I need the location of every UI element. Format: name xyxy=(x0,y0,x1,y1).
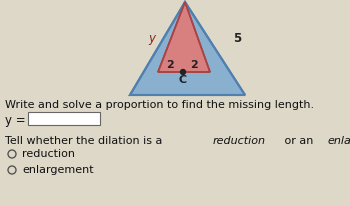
Text: y =: y = xyxy=(5,114,26,127)
FancyBboxPatch shape xyxy=(28,112,100,125)
Text: reduction: reduction xyxy=(22,149,75,159)
Text: Write and solve a proportion to find the missing length.: Write and solve a proportion to find the… xyxy=(5,100,314,110)
Text: or an: or an xyxy=(281,136,317,146)
Text: y: y xyxy=(148,32,155,44)
Text: reduction: reduction xyxy=(212,136,266,146)
Polygon shape xyxy=(130,2,245,95)
Text: C: C xyxy=(179,75,187,85)
Text: enlargement: enlargement xyxy=(22,165,94,175)
Polygon shape xyxy=(158,2,210,72)
Text: 5: 5 xyxy=(233,32,241,44)
Text: 2: 2 xyxy=(166,60,174,70)
Text: enlargement: enlargement xyxy=(327,136,350,146)
Text: Tell whether the dilation is a: Tell whether the dilation is a xyxy=(5,136,166,146)
Circle shape xyxy=(181,69,186,75)
Text: 2: 2 xyxy=(190,60,198,70)
